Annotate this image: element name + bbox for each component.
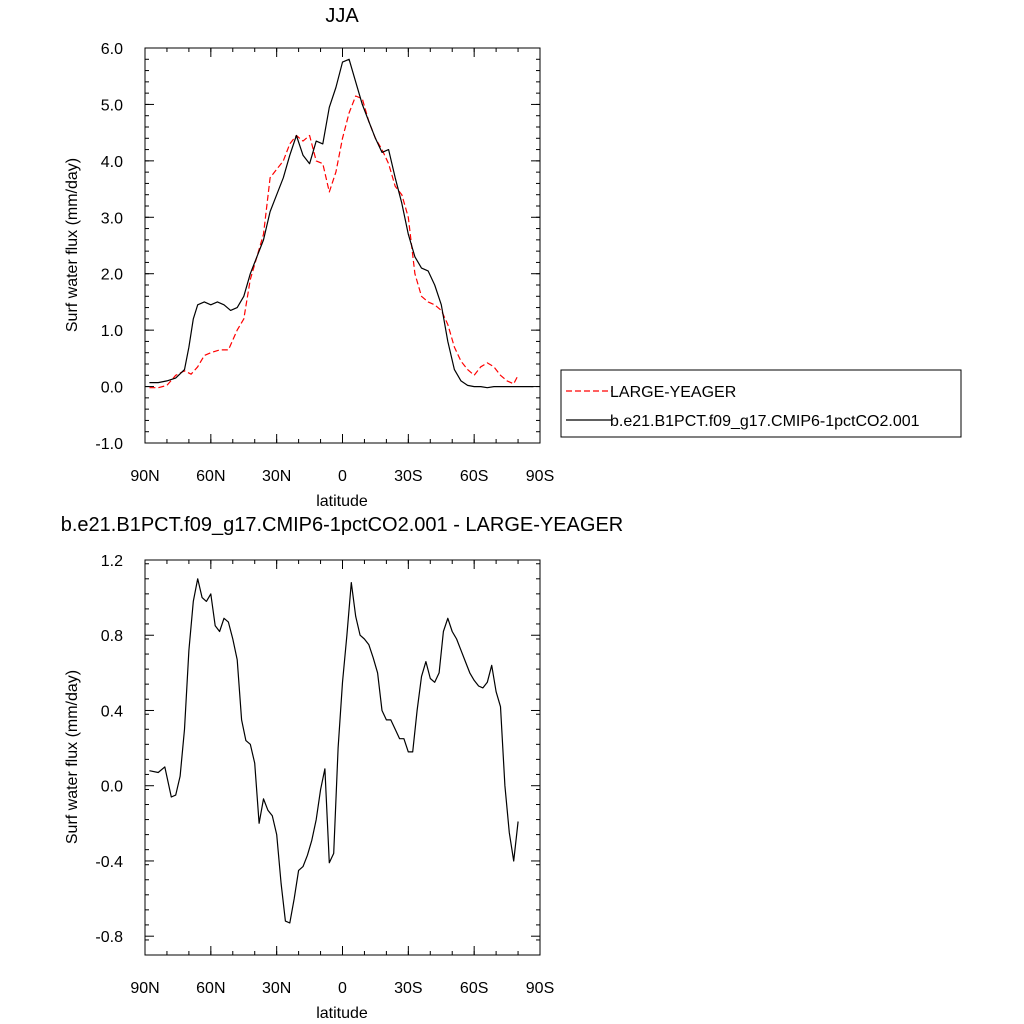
bottom-y-tick-label: 0.0 <box>101 779 123 796</box>
top-x-tick-label: 60S <box>460 468 488 485</box>
top-chart-plot-area: 90N 60N 30N 0 30S 60S 90S -1.0 0.0 1.0 2.0 3.0 4.0 5.… <box>95 41 554 485</box>
bottom-chart-ylabel: Surf water flux (mm/day) <box>64 670 81 844</box>
bottom-series-line-0 <box>149 578 519 924</box>
bottom-chart-plot-area: 90N 60N 30N 0 30S 60S 90S -0.8 -0.4 0.0 0.4 0.8 1.2 <box>95 553 554 997</box>
bottom-x-tick-label: 60N <box>196 980 225 997</box>
top-chart-xlabel: latitude <box>316 493 368 510</box>
bottom-chart-xlabel: latitude <box>316 1005 368 1022</box>
top-x-tick-label: 60N <box>196 468 225 485</box>
top-x-tick-label: 90S <box>526 468 554 485</box>
bottom-plot-frame <box>144 559 541 956</box>
bottom-y-tick-label: 0.4 <box>101 703 123 720</box>
top-y-tick-label: 1.0 <box>101 323 123 340</box>
bottom-x-tick-label: 90S <box>526 980 554 997</box>
bottom-chart-title: b.e21.B1PCT.f09_g17.CMIP6-1pctCO2.001 - … <box>61 514 624 536</box>
legend-box <box>560 369 962 438</box>
top-chart-panel: JJA 90N 60N 30N 0 30S 60S 90S -1.0 0.0 1.0 2.0 3.0 4… <box>64 5 554 510</box>
top-x-tick-label: 0 <box>338 468 347 485</box>
legend-label-cmip6: b.e21.B1PCT.f09_g17.CMIP6-1pctCO2.001 <box>610 413 920 430</box>
top-x-tick-label: 90N <box>130 468 159 485</box>
top-y-tick-label: 5.0 <box>101 97 123 114</box>
bottom-y-tick-label: -0.4 <box>95 854 123 871</box>
top-y-tick-label: 3.0 <box>101 210 123 227</box>
top-x-tick-label: 30S <box>394 468 422 485</box>
legend-label-large-yeager: LARGE-YEAGER <box>610 384 736 401</box>
bottom-x-tick-label: 90N <box>130 980 159 997</box>
top-series-line-1 <box>149 58 534 389</box>
top-x-tick-label: 30N <box>262 468 291 485</box>
top-y-tick-label: 2.0 <box>101 267 123 284</box>
bottom-y-tick-label: -0.8 <box>95 929 123 946</box>
top-chart-title: JJA <box>325 5 359 27</box>
top-plot-frame <box>144 47 541 444</box>
top-y-tick-label: -1.0 <box>95 436 123 453</box>
bottom-x-tick-label: 60S <box>460 980 488 997</box>
bottom-x-tick-label: 30S <box>394 980 422 997</box>
bottom-y-tick-label: 0.8 <box>101 628 123 645</box>
bottom-y-tick-label: 1.2 <box>101 553 123 570</box>
bottom-x-tick-label: 0 <box>338 980 347 997</box>
top-y-tick-label: 4.0 <box>101 154 123 171</box>
top-y-tick-label: 0.0 <box>101 380 123 397</box>
top-chart-legend: LARGE-YEAGER b.e21.B1PCT.f09_g17.CMIP6-1… <box>560 369 962 438</box>
top-series-line-0 <box>149 95 519 389</box>
bottom-x-tick-label: 30N <box>262 980 291 997</box>
top-chart-ylabel: Surf water flux (mm/day) <box>64 158 81 332</box>
bottom-chart-panel: b.e21.B1PCT.f09_g17.CMIP6-1pctCO2.001 - … <box>61 514 624 1022</box>
top-y-tick-label: 6.0 <box>101 41 123 58</box>
